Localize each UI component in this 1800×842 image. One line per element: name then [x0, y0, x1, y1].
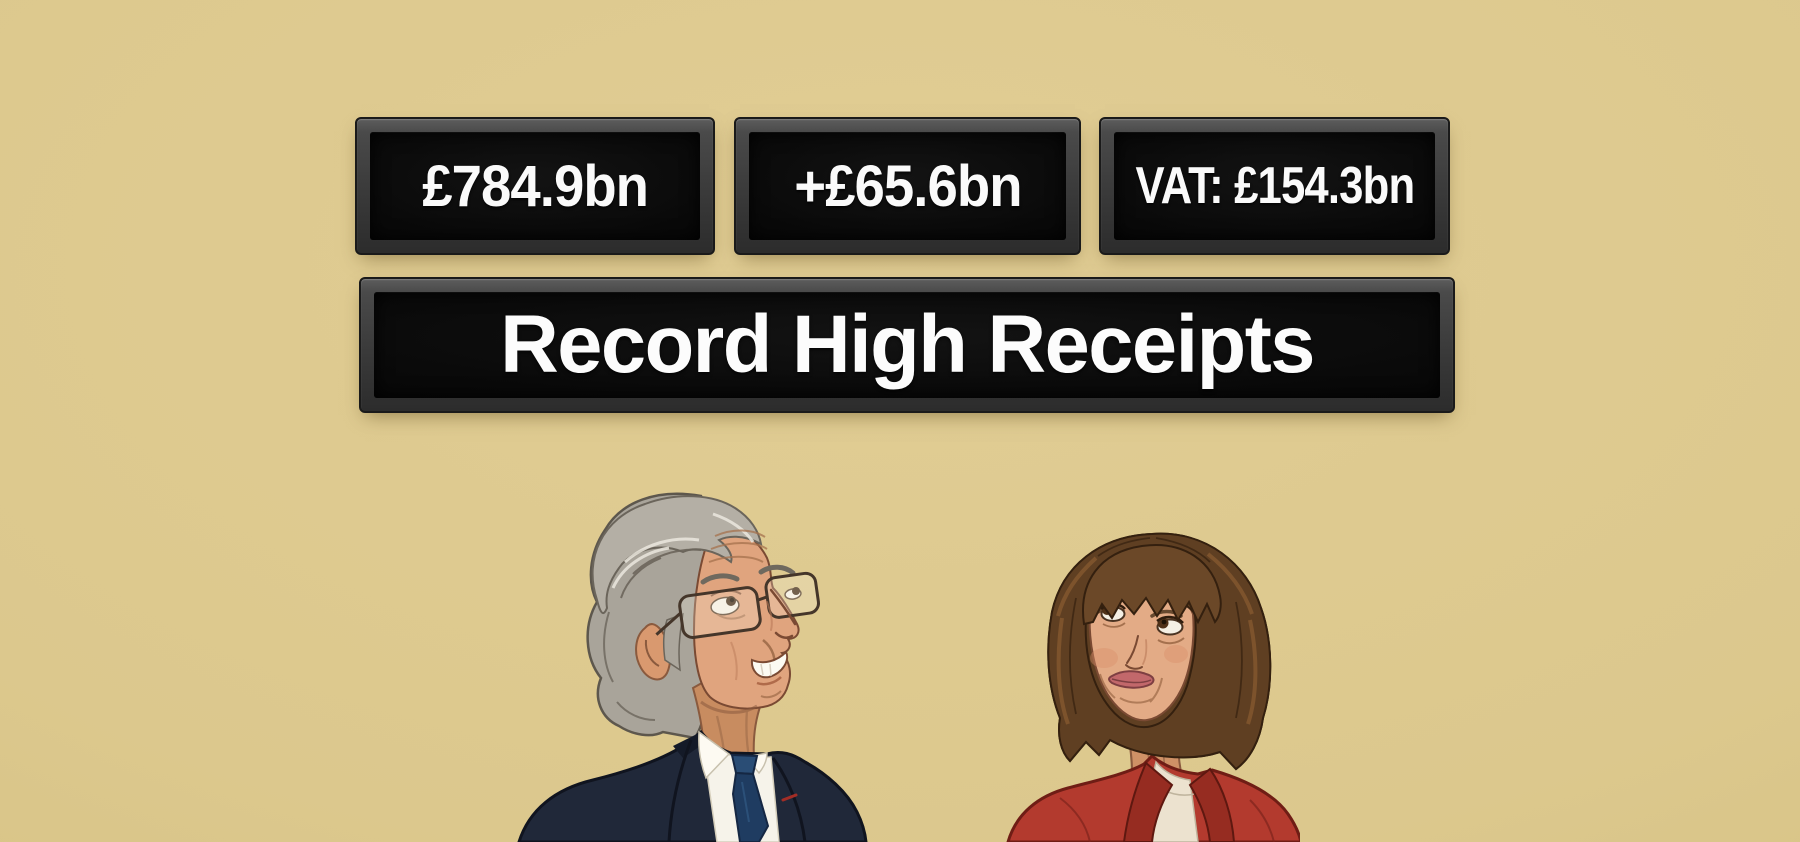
stat-board-increase: +£65.6bn — [734, 117, 1081, 255]
woman-fringe — [1082, 544, 1222, 626]
man-forehead-wrinkles — [708, 529, 768, 563]
man-figure-illustration — [517, 492, 868, 842]
woman-lapel-left — [1122, 761, 1174, 842]
board-screen: Record High Receipts — [374, 292, 1440, 398]
man-sideburn — [662, 612, 684, 672]
man-eyebrows — [700, 564, 796, 585]
woman-nose — [1125, 635, 1148, 670]
stat-value: £784.9bn — [422, 153, 649, 219]
woman-cheek-blush-left — [1090, 648, 1118, 668]
woman-hair-sheen — [1056, 537, 1258, 725]
stat-value: +£65.6bn — [793, 153, 1022, 219]
stat-board-total-receipts: £784.9bn — [355, 117, 715, 255]
man-collar-left — [698, 730, 731, 780]
headline-board: Record High Receipts — [359, 277, 1455, 413]
woman-cheek-blush-right — [1164, 645, 1188, 663]
board-screen: £784.9bn — [370, 132, 700, 240]
man-lapel-pin — [781, 793, 798, 802]
board-screen: +£65.6bn — [749, 132, 1066, 240]
man-nose — [766, 588, 797, 639]
woman-jacket — [1006, 753, 1300, 842]
stat-value: VAT: £154.3bn — [1135, 157, 1415, 215]
man-glasses — [655, 571, 821, 639]
man-tie — [731, 771, 770, 842]
man-hair-streaks — [611, 512, 755, 599]
woman-chin-creases — [1099, 673, 1163, 704]
stat-board-vat: VAT: £154.3bn — [1099, 117, 1450, 255]
man-ear — [635, 623, 672, 681]
woman-lips — [1108, 670, 1155, 689]
woman-lapel-right — [1188, 767, 1236, 842]
man-eyes — [710, 587, 802, 620]
man-ear-inner — [644, 639, 660, 667]
woman-eyes — [1100, 603, 1185, 645]
man-jaw-shadow — [700, 700, 758, 714]
man-suit — [517, 729, 868, 842]
headline-text: Record High Receipts — [500, 299, 1315, 390]
board-screen: VAT: £154.3bn — [1114, 132, 1435, 240]
man-mouth-smile — [730, 639, 788, 699]
woman-figure-illustration — [1006, 532, 1300, 842]
man-tie-knot — [730, 753, 759, 776]
